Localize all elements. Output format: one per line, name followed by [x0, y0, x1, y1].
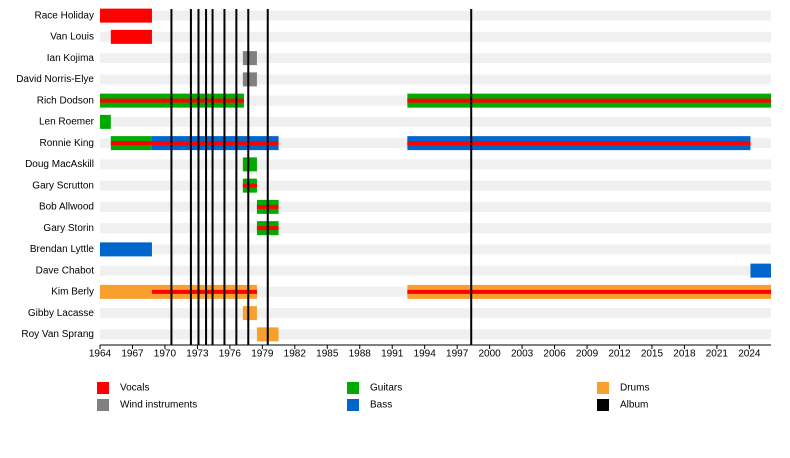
x-tick-label: 1994: [414, 349, 437, 360]
x-tick-label: 1982: [284, 349, 307, 360]
member-label: Gary Storin: [43, 223, 94, 234]
member-label: David Norris-Elye: [16, 74, 94, 85]
member-label: Bob Allwood: [39, 202, 94, 213]
x-tick-label: 1997: [446, 349, 469, 360]
row-band: [100, 329, 771, 340]
legend-label: Vocals: [120, 383, 149, 394]
x-tick-label: 2000: [478, 349, 501, 360]
role-bar: [100, 8, 152, 23]
role-bar: [242, 51, 257, 66]
x-tick-label: 1973: [186, 349, 209, 360]
row-band: [100, 10, 771, 21]
x-tick-label: 1979: [251, 349, 274, 360]
x-tick-label: 2006: [543, 349, 566, 360]
member-label: Brendan Lyttle: [30, 244, 95, 255]
row-band: [100, 74, 771, 85]
x-tick-label: 2021: [706, 349, 729, 360]
member-label: Len Roemer: [39, 117, 95, 128]
role-bar: [242, 157, 257, 172]
x-tick-label: 2024: [738, 349, 761, 360]
row-band: [100, 308, 771, 319]
role-bar: [110, 29, 152, 44]
legend-swatch: [347, 399, 359, 411]
role-bar: [100, 114, 111, 129]
row-band: [100, 159, 771, 170]
legend-label: Bass: [370, 400, 392, 411]
member-label: Van Louis: [50, 32, 94, 43]
member-label: Kim Berly: [51, 287, 94, 298]
x-tick-label: 1964: [89, 349, 112, 360]
x-tick-label: 2018: [673, 349, 696, 360]
member-label: Doug MacAskill: [25, 159, 94, 170]
legend-swatch: [597, 382, 609, 394]
role-stripe: [407, 141, 751, 146]
row-band: [100, 31, 771, 42]
row-band: [100, 265, 771, 276]
member-label: Gibby Lacasse: [28, 308, 95, 319]
x-tick-label: 2003: [511, 349, 534, 360]
role-bar: [242, 306, 257, 321]
row-band: [100, 244, 771, 255]
legend-swatch: [97, 382, 109, 394]
legend-swatch: [597, 399, 609, 411]
member-label: Roy Van Sprang: [21, 329, 94, 340]
legend-swatch: [347, 382, 359, 394]
x-tick-label: 2012: [608, 349, 631, 360]
member-label: Race Holiday: [35, 10, 94, 21]
role-stripe: [151, 141, 279, 146]
legend-label: Album: [620, 400, 648, 411]
member-label: Ian Kojima: [47, 53, 95, 64]
x-tick-label: 1985: [316, 349, 339, 360]
role-stripe: [242, 183, 257, 188]
legend-label: Guitars: [370, 383, 402, 394]
legend-label: Wind instruments: [120, 400, 197, 411]
x-tick-label: 2015: [641, 349, 664, 360]
x-tick-label: 1967: [121, 349, 144, 360]
row-band: [100, 53, 771, 64]
member-label: Rich Dodson: [37, 95, 94, 106]
member-label: Ronnie King: [40, 138, 94, 149]
role-stripe: [110, 141, 152, 146]
x-tick-label: 1991: [381, 349, 404, 360]
row-band: [100, 223, 771, 234]
role-stripe: [151, 289, 257, 294]
role-bar: [100, 242, 152, 257]
row-band: [100, 180, 771, 191]
role-stripe: [407, 289, 771, 294]
x-tick-label: 2009: [576, 349, 599, 360]
legend-label: Drums: [620, 383, 649, 394]
x-tick-label: 1988: [349, 349, 372, 360]
legend-swatch: [97, 399, 109, 411]
x-tick-label: 1970: [154, 349, 177, 360]
row-band: [100, 116, 771, 127]
role-stripe: [407, 98, 771, 103]
member-label: Dave Chabot: [36, 265, 95, 276]
row-band: [100, 201, 771, 212]
role-bar: [100, 284, 152, 299]
role-bar: [242, 72, 257, 87]
role-bar: [750, 263, 771, 278]
x-tick-label: 1976: [219, 349, 242, 360]
member-label: Gary Scrutton: [32, 180, 94, 191]
